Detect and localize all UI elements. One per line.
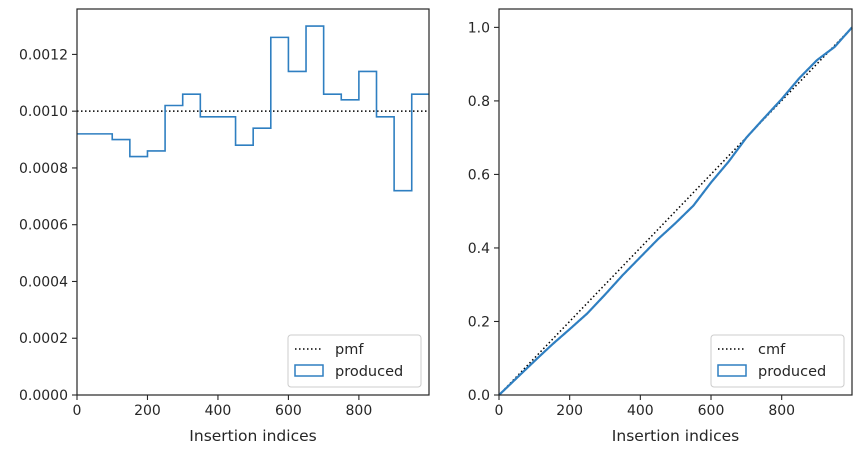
- legend-label-cmf: cmf: [758, 342, 786, 358]
- y-tick-label: 0.0012: [19, 47, 68, 63]
- x-axis-label: Insertion indices: [189, 427, 316, 445]
- y-tick-label: 0.0000: [19, 388, 68, 404]
- y-tick-label: 0.0008: [19, 161, 68, 177]
- panel-right: 0 200 400 600 800 0.0 0.2 0.4 0.6 0.8 1.0 Insertion…: [468, 8, 853, 445]
- x-tick-label: 200: [134, 403, 161, 419]
- y-tick-label: 0.0002: [19, 331, 68, 347]
- y-tick-label: 0.0010: [19, 104, 68, 120]
- x-tick-label: 200: [556, 403, 583, 419]
- legend-label-pmf: pmf: [335, 342, 364, 358]
- series-line-produced: [498, 26, 853, 396]
- legend-label-produced: produced: [335, 364, 403, 380]
- x-tick-label: 0: [495, 403, 504, 419]
- plot-frame: [498, 8, 853, 396]
- legend-label-produced: produced: [758, 364, 826, 380]
- y-tick-label: 0.8: [468, 94, 490, 110]
- x-tick-label: 0: [73, 403, 82, 419]
- y-tick-label: 0.2: [468, 314, 490, 330]
- legend-swatch-produced: [294, 364, 324, 377]
- y-tick-label: 0.4: [468, 241, 490, 257]
- x-tick-label: 600: [275, 403, 302, 419]
- legend: cmf produced: [710, 334, 845, 388]
- y-tick-label: 0.0004: [19, 274, 68, 290]
- plot-frame: [76, 8, 430, 396]
- y-tick-label: 0.0006: [19, 218, 68, 234]
- y-tick-label: 0.0: [468, 388, 490, 404]
- x-tick-label: 800: [346, 403, 373, 419]
- y-tick-label: 1.0: [468, 20, 490, 36]
- x-axis-label: Insertion indices: [612, 427, 739, 445]
- legend: pmf produced: [287, 334, 422, 388]
- reference-line-cmf: [498, 26, 853, 396]
- panel-left: 0 200 400 600 800 0.0000 0.0002 0.0004 0.0006 0.0…: [19, 8, 430, 445]
- x-tick-label: 600: [698, 403, 725, 419]
- legend-swatch-produced: [717, 364, 747, 377]
- y-tick-label: 0.6: [468, 167, 490, 183]
- series-line-produced: [77, 25, 429, 192]
- x-tick-label: 400: [627, 403, 654, 419]
- x-tick-label: 400: [205, 403, 232, 419]
- x-tick-label: 800: [768, 403, 795, 419]
